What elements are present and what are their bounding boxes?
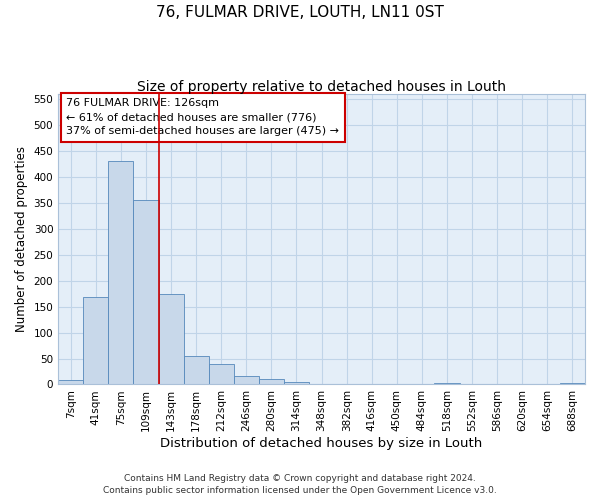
X-axis label: Distribution of detached houses by size in Louth: Distribution of detached houses by size … bbox=[160, 437, 483, 450]
Y-axis label: Number of detached properties: Number of detached properties bbox=[15, 146, 28, 332]
Bar bbox=[109, 162, 133, 384]
Bar bbox=[209, 364, 234, 384]
Text: 76, FULMAR DRIVE, LOUTH, LN11 0ST: 76, FULMAR DRIVE, LOUTH, LN11 0ST bbox=[156, 5, 444, 20]
Text: 76 FULMAR DRIVE: 126sqm
← 61% of detached houses are smaller (776)
37% of semi-d: 76 FULMAR DRIVE: 126sqm ← 61% of detache… bbox=[66, 98, 339, 136]
Bar bbox=[560, 383, 585, 384]
Bar bbox=[58, 380, 83, 384]
Text: Contains HM Land Registry data © Crown copyright and database right 2024.
Contai: Contains HM Land Registry data © Crown c… bbox=[103, 474, 497, 495]
Bar bbox=[284, 382, 309, 384]
Bar bbox=[234, 376, 259, 384]
Bar bbox=[133, 200, 158, 384]
Bar bbox=[83, 298, 109, 384]
Bar bbox=[259, 379, 284, 384]
Bar bbox=[184, 356, 209, 384]
Bar bbox=[158, 294, 184, 384]
Title: Size of property relative to detached houses in Louth: Size of property relative to detached ho… bbox=[137, 80, 506, 94]
